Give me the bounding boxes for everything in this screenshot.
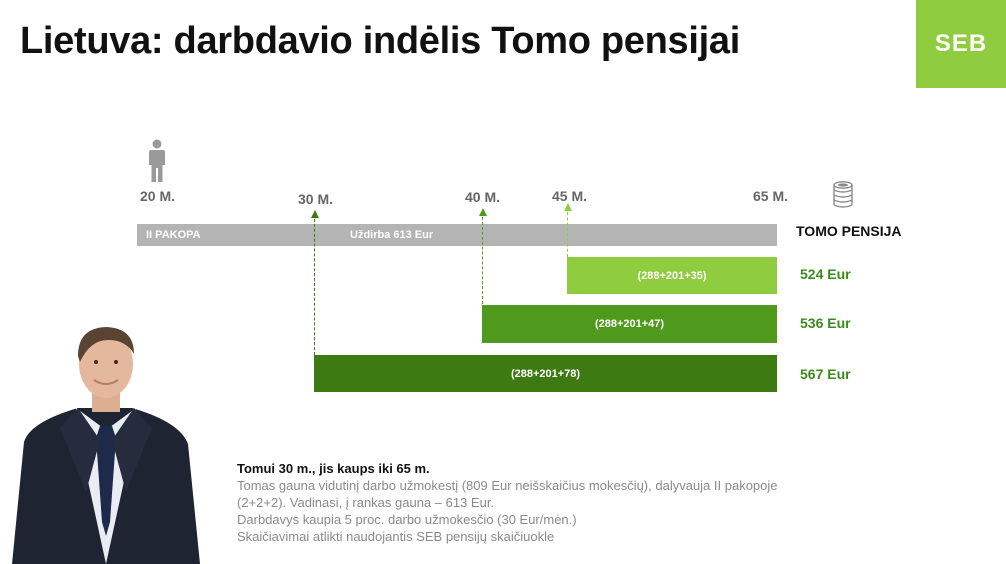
info-heading: Tomui 30 m., jis kaups iki 65 m. xyxy=(237,461,430,476)
arrow-30-head-icon xyxy=(310,210,319,218)
info-line-3: Darbdavys kaupia 5 proc. darbo užmokesči… xyxy=(237,512,577,527)
scenario-result-40: 536 Eur xyxy=(800,315,851,331)
info-line-4: Skaičiavimai atlikti naudojantis SEB pen… xyxy=(237,529,555,544)
coins-stack-icon xyxy=(833,181,853,208)
arrow-40-line xyxy=(482,212,483,304)
logo-text: SEB xyxy=(934,30,988,57)
scenario-bar-45: (288+201+35) xyxy=(567,257,777,294)
info-block: Tomui 30 m., jis kaups iki 65 m. Tomas g… xyxy=(237,460,877,545)
salary-label: Uždirba 613 Eur xyxy=(350,229,434,241)
scenario-bar-40: (288+201+47) xyxy=(482,305,777,343)
arrow-45-head-icon xyxy=(563,203,572,211)
scenario-formula: (288+201+78) xyxy=(510,367,581,380)
scenario-result-45: 524 Eur xyxy=(800,266,851,282)
person-icon xyxy=(149,139,165,182)
info-line-2: (2+2+2). Vadinasi, į rankas gauna – 613 … xyxy=(237,495,495,510)
age-label-40: 40 M. xyxy=(465,189,501,205)
info-line-1: Tomas gauna vidutinį darbo užmokestį (80… xyxy=(237,478,778,493)
pension-column-header: TOMO PENSIJA xyxy=(796,223,902,239)
scenario-bar-30: (288+201+78) xyxy=(314,355,777,392)
scenario-formula: (288+201+35) xyxy=(637,269,707,282)
scenario-result-30: 567 Eur xyxy=(800,366,851,382)
age-label-65: 65 M. xyxy=(753,188,789,204)
arrow-40-head-icon xyxy=(478,208,487,216)
age-label-30: 30 M. xyxy=(298,191,334,207)
seb-logo: SEB xyxy=(916,0,1006,88)
age-label-45: 45 M. xyxy=(552,188,588,204)
arrow-45-line xyxy=(567,207,568,257)
age-label-20: 20 M. xyxy=(140,188,176,204)
scenario-formula: (288+201+47) xyxy=(594,318,665,330)
page-title: Lietuva: darbdavio indėlis Tomo pensijai xyxy=(20,20,740,62)
arrow-30-line xyxy=(314,214,315,355)
pillar-label: II PAKOPA xyxy=(146,229,201,241)
person-photo xyxy=(12,327,200,564)
timeline-base-bar: II PAKOPA Uždirba 613 Eur xyxy=(137,224,777,246)
